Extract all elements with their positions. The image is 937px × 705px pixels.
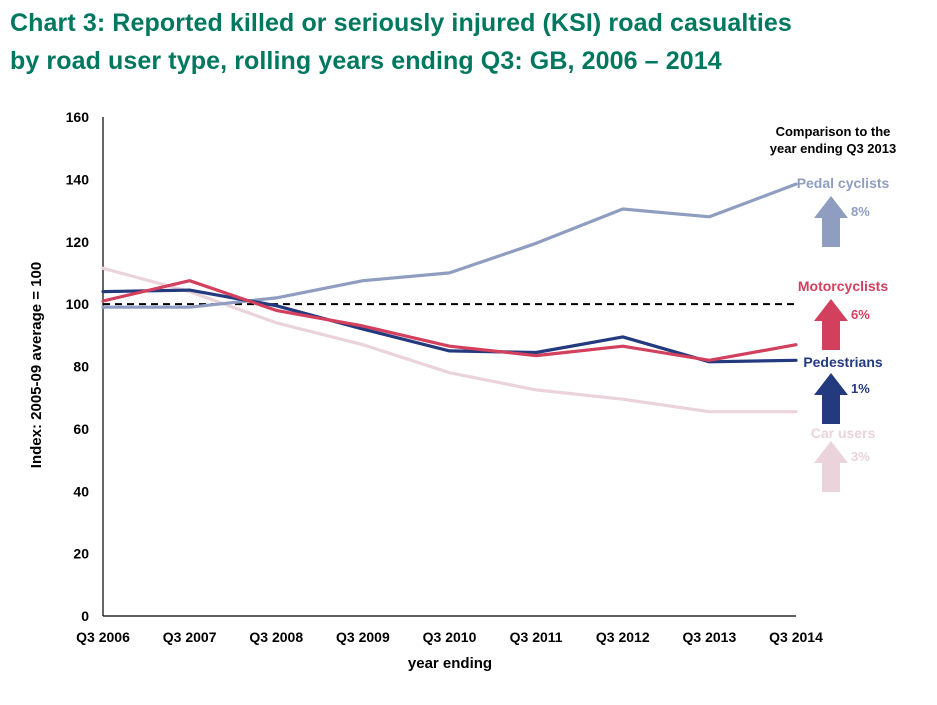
change-value-car-users: 3%: [851, 449, 870, 464]
series-line-motorcyclists: [101, 279, 798, 362]
x-axis-title: year ending: [408, 655, 492, 672]
series-label-car-users: Car users: [811, 425, 876, 441]
y-tick-label: 120: [66, 234, 90, 250]
series-line-car-users: [101, 266, 798, 414]
change-value-pedal-cyclists: 8%: [851, 204, 870, 219]
series-line-pedestrians: [101, 288, 798, 364]
y-axis-title: Index: 2005-09 average = 100: [28, 262, 45, 468]
change-arrow-motorcyclists: [814, 299, 848, 350]
change-annotations: Car users 3% Pedal cyclists 8% Pedestrians 1%…: [797, 175, 890, 492]
series-line-pedal-cyclists: [101, 182, 798, 309]
y-tick-label: 160: [66, 109, 90, 125]
series-label-pedal-cyclists: Pedal cyclists: [797, 175, 890, 191]
change-arrow-pedestrians: [814, 373, 848, 424]
comparison-note-line-2: year ending Q3 2013: [770, 141, 896, 156]
comparison-note-line-1: Comparison to the: [776, 124, 891, 139]
change-arrow-car-users: [814, 441, 848, 492]
x-tick-label: Q3 2014: [769, 629, 823, 645]
y-tick-label: 0: [81, 608, 89, 624]
y-tick-label: 100: [66, 296, 90, 312]
x-tick-label: Q3 2012: [596, 629, 650, 645]
y-tick-label: 40: [73, 483, 89, 499]
x-tick-label: Q3 2009: [336, 629, 390, 645]
x-tick-label: Q3 2013: [683, 629, 737, 645]
y-tick-label: 60: [73, 421, 89, 437]
x-tick-label: Q3 2006: [76, 629, 130, 645]
y-tick-label: 140: [66, 171, 90, 187]
y-tick-label: 20: [73, 546, 89, 562]
series-label-pedestrians: Pedestrians: [803, 354, 883, 370]
chart-title: Chart 3: Reported killed or seriously in…: [10, 4, 930, 80]
series-label-motorcyclists: Motorcyclists: [798, 278, 888, 294]
chart-axes: [102, 117, 796, 617]
chart-series: [101, 182, 798, 414]
chart-title-line-1: Chart 3: Reported killed or seriously in…: [10, 9, 792, 37]
x-tick-label: Q3 2011: [510, 629, 563, 645]
change-value-pedestrians: 1%: [851, 381, 870, 396]
y-tick-label: 80: [73, 359, 89, 375]
x-tick-label: Q3 2007: [163, 629, 217, 645]
x-tick-label: Q3 2008: [249, 629, 303, 645]
change-value-motorcyclists: 6%: [851, 307, 870, 322]
chart-title-line-2: by road user type, rolling years ending …: [10, 47, 722, 75]
chart-ticks: 0 20 40 60 80 100 120 140 160 Q3 2006 Q3 2007 Q3 20…: [66, 109, 823, 645]
change-arrow-pedal-cyclists: [814, 196, 848, 247]
x-tick-label: Q3 2010: [423, 629, 477, 645]
